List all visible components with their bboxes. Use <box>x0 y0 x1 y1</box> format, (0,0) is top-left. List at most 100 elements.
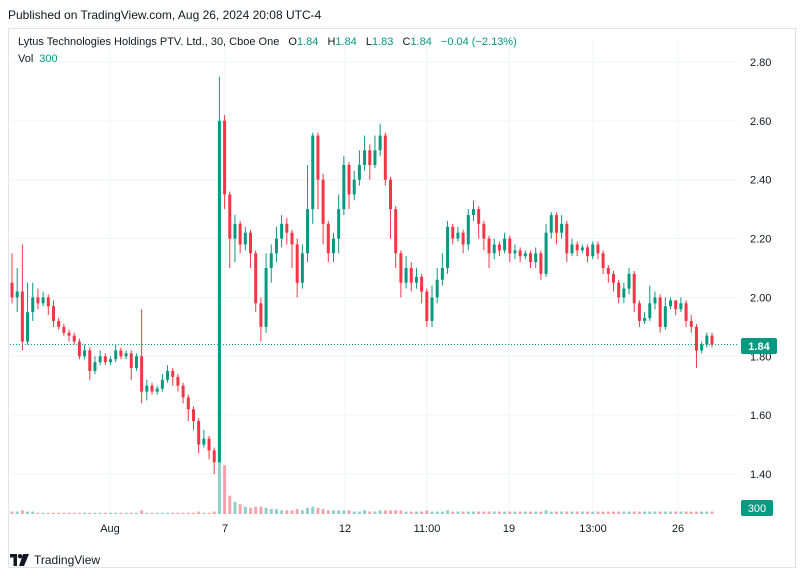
volume-bar <box>539 511 543 514</box>
volume-bar <box>669 511 673 514</box>
candle-body <box>503 238 507 251</box>
candle-body <box>357 165 361 180</box>
candle-body <box>15 291 19 298</box>
candle-body <box>518 250 522 257</box>
candle-body <box>228 194 232 239</box>
volume-label[interactable]: Vol <box>18 53 34 65</box>
candle-body <box>523 253 527 257</box>
volume-value: 300 <box>39 53 58 65</box>
open-label: O <box>288 36 297 48</box>
volume-bar <box>648 511 652 514</box>
candle-body <box>109 359 113 363</box>
candle-body <box>347 165 351 195</box>
candle-body <box>72 335 76 342</box>
volume-bar <box>212 511 216 514</box>
volume-bar <box>554 511 558 514</box>
y-tick-label: 2.00 <box>750 292 771 304</box>
candle-body <box>586 247 590 257</box>
candle-body <box>508 238 512 254</box>
candle-body <box>497 244 501 251</box>
volume-bar <box>565 511 569 514</box>
volume-bar <box>243 506 247 514</box>
candle-body <box>648 303 652 319</box>
volume-bar <box>93 512 97 514</box>
candle-body <box>637 303 641 321</box>
volume-bar <box>560 511 564 514</box>
x-tick-label: 26 <box>672 523 684 535</box>
price-axis: 2.80 2.60 2.40 2.20 2.00 1.80 1.60 1.40 <box>750 57 771 481</box>
volume-bar <box>300 510 304 514</box>
x-tick-label: 7 <box>222 523 228 535</box>
candle-body <box>694 326 698 351</box>
volume-bar <box>316 507 320 514</box>
volume-bars <box>10 392 714 514</box>
volume-bar <box>207 512 211 514</box>
volume-badge: 300 <box>741 500 773 516</box>
candle-body <box>191 409 195 422</box>
volume-bar <box>378 510 382 514</box>
candle-body <box>129 353 133 369</box>
volume-bar <box>337 510 341 514</box>
volume-bar <box>684 511 688 514</box>
volume-bar <box>160 512 164 514</box>
price-badge-text: 1.84 <box>748 341 770 353</box>
x-tick-label: 11:00 <box>414 523 441 535</box>
candle-body <box>513 250 517 254</box>
candle-body <box>83 350 87 357</box>
volume-bar <box>191 512 195 514</box>
candle-body <box>186 397 190 410</box>
volume-bar <box>456 511 460 514</box>
volume-bar <box>586 511 590 514</box>
volume-bar <box>228 495 232 514</box>
candle-body <box>705 335 709 345</box>
volume-bar <box>632 511 636 514</box>
candle-body <box>684 303 688 321</box>
candle-body <box>461 232 465 245</box>
change-value: −0.04 (−2.13%) <box>440 36 517 48</box>
candle-body <box>466 215 470 245</box>
candle-body <box>145 385 149 392</box>
volume-bar <box>26 511 30 514</box>
candle-body <box>274 238 278 254</box>
candle-body <box>98 356 102 363</box>
volume-bar <box>352 511 356 514</box>
volume-bar <box>140 510 144 514</box>
volume-bar <box>41 512 45 514</box>
volume-bar <box>202 512 206 514</box>
candle-body <box>414 276 418 283</box>
volume-bar <box>399 510 403 514</box>
y-tick-label: 1.40 <box>750 469 771 481</box>
volume-bar <box>368 511 372 514</box>
candle-body <box>446 226 450 268</box>
volume-bar <box>176 512 180 514</box>
volume-bar <box>290 510 294 514</box>
open-value: 1.84 <box>296 36 319 48</box>
brand-name: TradingView <box>34 553 101 567</box>
close-label: C <box>402 36 411 48</box>
candle-body <box>492 244 496 254</box>
candle-body <box>150 385 154 392</box>
volume-bar <box>249 507 253 514</box>
volume-bar <box>129 512 133 514</box>
candle-body <box>176 376 180 386</box>
candle-body <box>674 300 678 310</box>
footer-brand[interactable]: TradingView <box>10 553 100 567</box>
candle-body <box>300 253 304 283</box>
volume-bar <box>523 511 527 514</box>
volume-bar <box>653 511 657 514</box>
high-label: H <box>327 36 336 48</box>
volume-bar <box>186 512 190 514</box>
volume-bar <box>363 510 367 514</box>
volume-bar <box>67 512 71 514</box>
candle-body <box>264 268 268 327</box>
candle-body <box>565 223 569 254</box>
volume-bar <box>637 511 641 514</box>
candle-body <box>166 371 170 380</box>
candle-body <box>549 215 553 233</box>
volume-bar <box>420 511 424 514</box>
volume-bar <box>72 512 76 514</box>
volume-bar <box>285 510 289 514</box>
candle-body <box>207 438 211 451</box>
candle-body <box>36 297 40 304</box>
symbol-name[interactable]: Lytus Technologies Holdings PTV. Ltd., 3… <box>18 36 280 48</box>
